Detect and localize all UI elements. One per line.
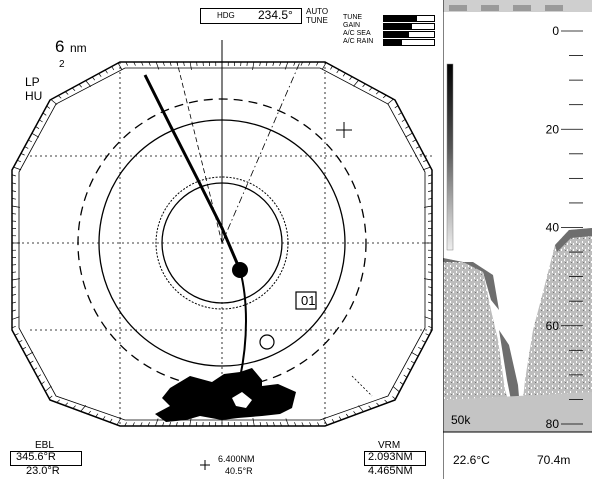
- cursor-origin-cross: [200, 460, 210, 470]
- depth-tick-label: 20: [546, 122, 560, 136]
- ebl-label: EBL: [35, 440, 54, 451]
- depth-readout: 70.4m: [537, 453, 570, 467]
- level-bar[interactable]: [383, 39, 435, 46]
- depth-tick-label: 40: [546, 221, 560, 235]
- depth-tick-label: 0: [552, 24, 559, 38]
- orientation-mode[interactable]: HU: [25, 89, 42, 103]
- ebl-value-1: 345.6°R: [16, 451, 56, 463]
- heading-label: HDG: [217, 11, 235, 20]
- level-label: TUNE: [343, 14, 362, 21]
- depth-tick-label: 80: [546, 417, 560, 431]
- sounder-display: 0 20 40 60 80: [443, 0, 592, 479]
- range-unit: nm: [70, 41, 87, 55]
- tune-mode-line1[interactable]: AUTO: [306, 7, 328, 16]
- level-bar[interactable]: [383, 15, 435, 22]
- own-ship-marker[interactable]: [232, 262, 248, 278]
- pulse-mode[interactable]: LP: [25, 75, 40, 89]
- level-bar[interactable]: [383, 23, 435, 30]
- level-label: A/C SEA: [343, 30, 371, 37]
- color-scale-bar: [447, 64, 453, 250]
- target-id: 01: [301, 293, 315, 308]
- tune-mode-line2[interactable]: TUNE: [306, 16, 328, 25]
- range-ring-interval: 2: [59, 59, 65, 70]
- level-label: A/C RAIN: [343, 38, 373, 45]
- level-label: GAIN: [343, 22, 360, 29]
- vrm-label: VRM: [378, 440, 400, 451]
- level-bar[interactable]: [383, 31, 435, 38]
- heading-value: 234.5°: [258, 8, 293, 22]
- vrm-value-2: 4.465NM: [368, 465, 413, 477]
- radar-ppi[interactable]: [0, 0, 442, 479]
- range-value[interactable]: 6: [55, 37, 64, 57]
- frequency-label[interactable]: 50k: [451, 413, 470, 427]
- water-temp: 22.6°C: [453, 453, 490, 467]
- cursor-bearing: 40.5°R: [225, 466, 253, 476]
- vrm-value-1: 2.093NM: [368, 451, 413, 463]
- echo-sounder[interactable]: 0 20 40 60 80 50k 22.6°C 70.4m: [443, 0, 592, 479]
- cursor-distance: 6.400NM: [218, 454, 255, 464]
- depth-tick-label: 60: [546, 319, 560, 333]
- ebl-value-2: 23.0°R: [26, 465, 60, 477]
- radar-display[interactable]: 01 6 nm 2 LP HU HDG 234.5° AUTO TUNE TUN…: [0, 0, 442, 479]
